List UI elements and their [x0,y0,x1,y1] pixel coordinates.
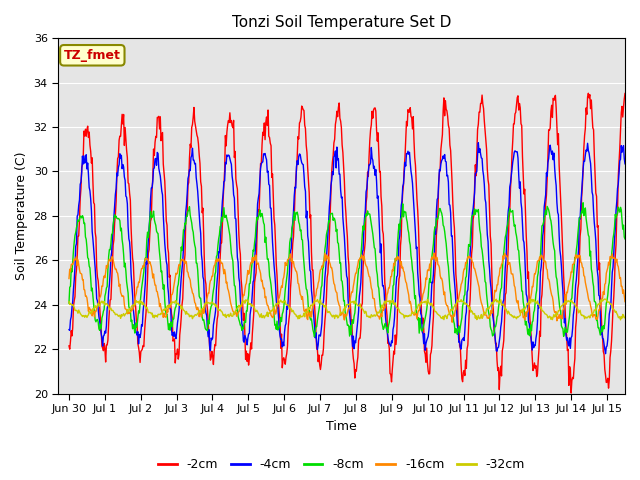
Line: -32cm: -32cm [69,299,625,320]
-32cm [65,299,73,305]
-16cm [479,305,486,311]
-8cm [143,237,150,242]
-32cm [464,304,472,310]
-8cm [478,247,486,253]
-32cm [67,301,75,307]
-2cm [65,343,73,349]
-16cm [323,253,331,259]
-2cm [143,292,150,298]
-2cm [477,100,485,106]
-8cm [65,300,73,306]
-4cm [602,351,609,357]
-4cm [474,140,482,145]
-4cm [302,215,310,221]
-2cm [567,390,575,396]
-8cm [621,236,629,242]
-16cm [65,276,73,281]
-2cm [323,275,331,280]
-32cm [621,314,629,320]
-8cm [579,200,587,205]
Line: -16cm: -16cm [69,253,625,322]
-16cm [448,319,456,325]
-4cm [67,314,75,320]
Text: TZ_fmet: TZ_fmet [64,49,121,62]
-4cm [65,327,73,333]
-32cm [601,296,609,302]
-16cm [302,306,310,312]
Title: Tonzi Soil Temperature Set D: Tonzi Soil Temperature Set D [232,15,451,30]
Line: -8cm: -8cm [69,203,625,337]
-32cm [617,317,625,323]
-32cm [302,309,310,315]
-2cm [584,90,592,96]
-2cm [464,342,472,348]
X-axis label: Time: Time [326,420,357,432]
-16cm [465,253,473,259]
-2cm [67,328,75,334]
Legend: -2cm, -4cm, -8cm, -16cm, -32cm: -2cm, -4cm, -8cm, -16cm, -32cm [153,453,530,476]
-4cm [464,287,472,293]
-8cm [310,334,318,340]
-16cm [430,250,438,256]
Line: -2cm: -2cm [69,93,625,393]
-8cm [324,226,332,231]
-4cm [323,243,331,249]
-4cm [621,161,629,167]
-8cm [465,241,472,247]
-32cm [323,308,331,314]
-4cm [478,156,486,161]
-16cm [143,256,150,262]
-4cm [143,261,150,267]
Y-axis label: Soil Temperature (C): Soil Temperature (C) [15,152,28,280]
-16cm [621,299,629,304]
Line: -4cm: -4cm [69,143,625,354]
-16cm [67,262,75,267]
-32cm [143,304,150,310]
-2cm [302,143,310,148]
-8cm [67,266,75,272]
-32cm [477,312,485,317]
-2cm [621,91,629,96]
-8cm [302,286,310,292]
